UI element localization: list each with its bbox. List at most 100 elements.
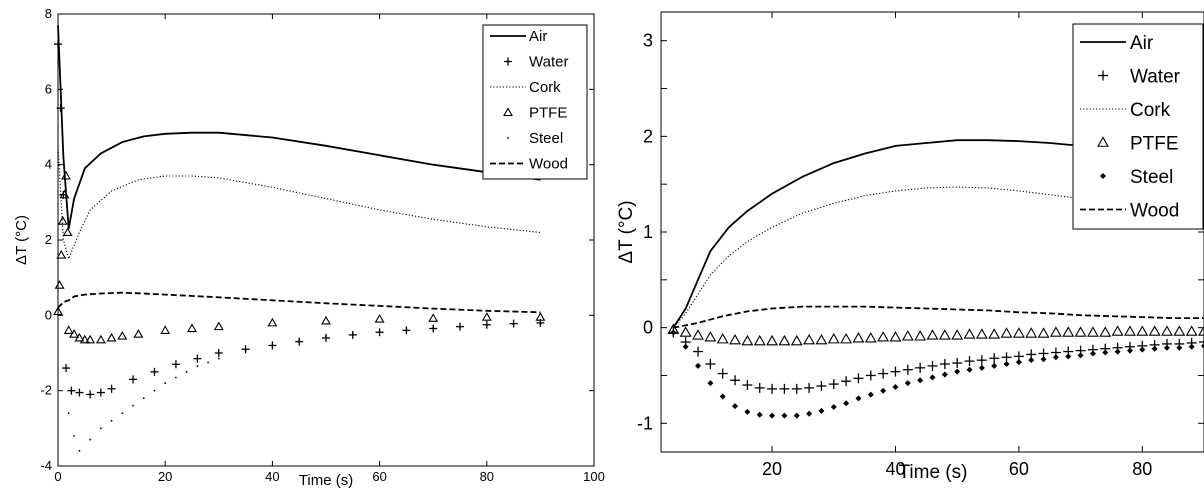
- right-y-tick-label: 3: [643, 31, 653, 51]
- right-series-steel-point: [695, 362, 702, 369]
- right-series-ptfe-point: [1074, 326, 1087, 337]
- left-series-steel-point: [378, 330, 381, 333]
- left-series-steel-point: [512, 323, 515, 326]
- right-legend-item-air: Air: [1080, 33, 1154, 54]
- left-legend-item-steel-swatch: [507, 137, 509, 139]
- left-legend-item-air: Air: [490, 28, 547, 45]
- right-series-ptfe-point: [901, 330, 914, 341]
- left-series-ptfe-point: [321, 315, 331, 325]
- left-series-steel-point: [121, 412, 124, 415]
- left-series-water-point: [54, 40, 62, 49]
- right-series-steel-point: [1126, 347, 1133, 354]
- left-legend-item-cork: Cork: [490, 79, 561, 96]
- right-series-steel-point: [1040, 356, 1047, 363]
- left-legend-item-water-swatch: [504, 57, 512, 66]
- right-legend-item-cork: Cork: [1080, 100, 1171, 121]
- left-legend-item-water-label: Water: [529, 54, 568, 71]
- right-series-ptfe-point: [1012, 327, 1025, 338]
- left-legend-item-cork-label: Cork: [529, 79, 561, 96]
- right-series-ptfe-point: [840, 333, 853, 344]
- right-series-steel-point: [917, 377, 924, 384]
- left-series-steel-point: [271, 344, 274, 347]
- right-series-water-point: [828, 379, 839, 390]
- right-series-water-point: [865, 370, 876, 381]
- right-series-ptfe-point: [951, 329, 964, 340]
- right-series-water-point: [989, 353, 1000, 364]
- left-series-layer: [53, 25, 546, 452]
- left-series-steel-point: [405, 328, 408, 331]
- right-series-ptfe-point: [1099, 326, 1112, 337]
- right-series-ptfe-point: [877, 331, 890, 342]
- right-series-ptfe-point: [692, 329, 704, 340]
- right-series-water-point: [964, 356, 975, 367]
- left-axis-ticks: 0 20 40 60 80 100 -4 -2 0 2 4 6 8: [40, 6, 604, 484]
- left-series-ptfe-point: [69, 329, 80, 338]
- left-series-ptfe-point: [535, 312, 546, 321]
- left-series-steel-point: [325, 335, 327, 337]
- left-series-ptfe-point: [374, 313, 385, 323]
- right-series-steel-point: [830, 404, 837, 411]
- left-legend-box: [482, 24, 588, 180]
- left-chart: 0 20 40 60 80 100 -4 -2 0 2 4 6 8 Time (s) ΔT (°C) A…: [13, 6, 605, 488]
- left-series-steel-point: [196, 365, 199, 368]
- left-series-water-point: [56, 104, 65, 113]
- left-series-water-point: [171, 360, 180, 369]
- right-series-wood-line: [673, 305, 1204, 329]
- right-series-water-point: [804, 382, 815, 393]
- right-series-water-point: [902, 364, 913, 375]
- left-series-water-point: [96, 388, 105, 397]
- left-series-ptfe-point: [187, 323, 197, 333]
- left-series-water-point: [75, 388, 84, 397]
- right-series-cork-line: [672, 186, 1081, 329]
- left-series-ptfe-point: [54, 280, 65, 289]
- right-series-ptfe-point: [1025, 327, 1038, 338]
- right-series-ptfe-point: [926, 329, 939, 340]
- left-series-ptfe-point: [95, 334, 106, 344]
- right-series-steel-point: [744, 408, 751, 415]
- left-series-ptfe-point: [160, 325, 171, 334]
- right-series-ptfe-point: [889, 331, 902, 342]
- right-series-steel-point: [1201, 342, 1204, 349]
- left-series-ptfe-point: [85, 334, 96, 344]
- left-y-tick-label: -4: [40, 458, 52, 473]
- left-series-cork: [57, 145, 541, 261]
- right-series-steel-point: [929, 374, 936, 381]
- left-series-water-point: [129, 375, 138, 384]
- right-legend: Air Water Cork PTFE Steel Wood: [1072, 23, 1204, 230]
- right-series-steel-point: [818, 407, 825, 414]
- left-series-steel-point: [153, 389, 156, 392]
- right-series-water-point: [779, 383, 790, 394]
- right-series-steel-point: [1139, 346, 1146, 353]
- right-series-steel: [670, 329, 1204, 419]
- right-chart: 20 40 60 80 -1 0 1 2 3 Time (s) ΔT (°C) Air Water…: [616, 11, 1204, 483]
- left-series-water-point: [67, 386, 76, 395]
- right-series-steel-point: [781, 412, 788, 419]
- right-series-ptfe-point: [1161, 325, 1173, 336]
- right-series-ptfe-point: [803, 333, 816, 345]
- right-series-water-point: [853, 373, 864, 384]
- right-legend-item-steel-label: Steel: [1130, 167, 1173, 188]
- left-series-ptfe-point: [267, 317, 278, 327]
- right-series-cork: [672, 186, 1081, 329]
- right-legend-item-steel-swatch: [1100, 173, 1106, 179]
- right-series-water-point: [742, 380, 753, 391]
- right-series-water-point: [754, 382, 765, 393]
- right-series-ptfe-point: [1198, 325, 1204, 336]
- right-series-water-point: [976, 355, 987, 366]
- right-series-steel-point: [978, 364, 985, 371]
- right-series-water-point: [705, 359, 716, 369]
- right-series-steel-point: [1151, 345, 1158, 352]
- left-series-ptfe-point: [74, 332, 85, 342]
- left-series-wood: [57, 291, 541, 314]
- right-axis-ticks: 20 40 60 80 -1 0 1 2 3: [637, 12, 1204, 479]
- right-legend-item-ptfe-swatch: [1097, 136, 1109, 147]
- right-series-ptfe-point: [753, 334, 766, 346]
- right-series-ptfe-point: [704, 331, 717, 342]
- right-series-ptfe-point: [1148, 325, 1161, 336]
- right-series-ptfe-point: [975, 328, 988, 339]
- left-series-ptfe-point: [106, 332, 117, 342]
- left-series-ptfe-point: [79, 334, 90, 344]
- right-legend-item-wood: Wood: [1080, 201, 1179, 222]
- left-series-water-point: [402, 326, 411, 335]
- left-x-tick-label: 40: [265, 469, 279, 484]
